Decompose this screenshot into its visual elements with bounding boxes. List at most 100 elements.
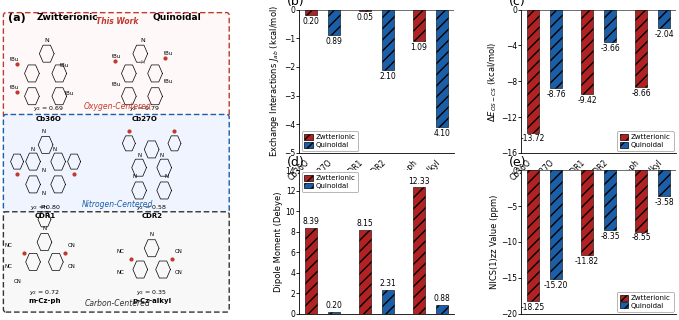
Text: $y_2$ = 0.69: $y_2$ = 0.69 bbox=[33, 104, 65, 113]
FancyBboxPatch shape bbox=[3, 115, 230, 213]
Text: 8.15: 8.15 bbox=[356, 220, 373, 228]
Text: N: N bbox=[132, 174, 136, 179]
Text: NC: NC bbox=[116, 249, 124, 254]
Text: Zwitterionic: Zwitterionic bbox=[37, 12, 98, 22]
Text: CN: CN bbox=[175, 249, 183, 254]
Bar bbox=[305, 10, 317, 15]
Bar bbox=[527, 170, 539, 301]
Text: N: N bbox=[41, 191, 45, 196]
Text: tBu: tBu bbox=[112, 82, 121, 87]
Text: 0.20: 0.20 bbox=[325, 301, 342, 310]
Text: N: N bbox=[53, 147, 57, 152]
Text: N: N bbox=[41, 168, 45, 173]
Text: CN: CN bbox=[67, 264, 75, 269]
Text: NC: NC bbox=[5, 243, 12, 248]
Bar bbox=[436, 305, 448, 314]
Legend: Zwtterionic, Quinoidal: Zwtterionic, Quinoidal bbox=[617, 292, 674, 311]
Text: N: N bbox=[137, 153, 141, 158]
Text: -3.58: -3.58 bbox=[655, 197, 674, 207]
Text: tBu: tBu bbox=[112, 54, 121, 59]
Bar bbox=[436, 10, 448, 127]
FancyBboxPatch shape bbox=[3, 212, 230, 312]
Text: $y_2$ = 0.79: $y_2$ = 0.79 bbox=[129, 104, 160, 113]
Text: 0.89: 0.89 bbox=[325, 37, 342, 46]
Bar bbox=[658, 10, 670, 28]
Text: -18.25: -18.25 bbox=[521, 303, 545, 312]
Legend: Zwtterionic, Quinoidal: Zwtterionic, Quinoidal bbox=[301, 172, 358, 192]
FancyBboxPatch shape bbox=[3, 12, 230, 117]
Text: tBu: tBu bbox=[164, 51, 173, 56]
Text: tBu: tBu bbox=[10, 84, 20, 90]
Text: (e): (e) bbox=[509, 156, 527, 169]
Bar bbox=[658, 170, 670, 196]
Text: Cb36O: Cb36O bbox=[36, 116, 62, 122]
Text: -11.82: -11.82 bbox=[575, 257, 599, 266]
Text: -2.04: -2.04 bbox=[655, 30, 674, 39]
Bar bbox=[327, 10, 340, 35]
Text: Cb27O: Cb27O bbox=[132, 116, 158, 122]
Bar bbox=[305, 228, 317, 314]
Text: Nitrogen-Centered: Nitrogen-Centered bbox=[81, 200, 153, 209]
Y-axis label: Dipole Moment (Debye): Dipole Moment (Debye) bbox=[274, 192, 283, 292]
Text: 8.39: 8.39 bbox=[302, 217, 319, 226]
Text: -8.35: -8.35 bbox=[600, 232, 620, 241]
Text: 0.88: 0.88 bbox=[434, 294, 450, 303]
Bar bbox=[550, 10, 562, 88]
Bar bbox=[382, 10, 394, 70]
Text: $y_2$ = 0.35: $y_2$ = 0.35 bbox=[136, 288, 167, 297]
Text: $y_2$ = 0.72: $y_2$ = 0.72 bbox=[29, 288, 60, 297]
Text: tBu: tBu bbox=[65, 91, 74, 96]
Text: (a): (a) bbox=[8, 12, 26, 23]
Y-axis label: NICS(1)zz Value (ppm): NICS(1)zz Value (ppm) bbox=[490, 195, 498, 289]
Bar bbox=[359, 10, 371, 11]
Text: N: N bbox=[149, 232, 153, 237]
Y-axis label: Exchange Interactions $J_{ab}$ (kcal/mol): Exchange Interactions $J_{ab}$ (kcal/mol… bbox=[268, 5, 281, 157]
Text: -9.42: -9.42 bbox=[577, 96, 597, 105]
Text: (c): (c) bbox=[509, 0, 526, 8]
Text: -13.72: -13.72 bbox=[521, 134, 545, 143]
Text: CN: CN bbox=[67, 243, 75, 248]
Text: Quinoidal: Quinoidal bbox=[152, 12, 201, 22]
Text: tBu: tBu bbox=[164, 78, 173, 84]
Legend: Zwtterionic, Quinoidal: Zwtterionic, Quinoidal bbox=[617, 132, 674, 151]
Text: M: M bbox=[141, 60, 145, 65]
Text: Carbon-Centered: Carbon-Centered bbox=[85, 299, 150, 308]
Bar bbox=[527, 10, 539, 132]
Text: 4.10: 4.10 bbox=[434, 129, 450, 138]
Text: -3.66: -3.66 bbox=[600, 44, 620, 53]
Text: Ph: Ph bbox=[41, 205, 48, 210]
Text: N: N bbox=[160, 153, 164, 158]
Bar bbox=[413, 10, 425, 41]
Text: N: N bbox=[164, 174, 168, 179]
Text: tBu: tBu bbox=[10, 57, 20, 62]
Bar bbox=[382, 290, 394, 314]
Bar bbox=[635, 10, 647, 87]
Text: -8.55: -8.55 bbox=[631, 233, 651, 242]
Text: p-Cz-alkyl: p-Cz-alkyl bbox=[132, 298, 171, 304]
Text: -8.66: -8.66 bbox=[631, 89, 651, 98]
Y-axis label: $\Delta E_{OS-CS}$ (kcal/mol): $\Delta E_{OS-CS}$ (kcal/mol) bbox=[486, 41, 498, 122]
Text: CDR1: CDR1 bbox=[35, 213, 56, 219]
Text: Oxygen-Centered: Oxygen-Centered bbox=[84, 102, 151, 111]
Bar bbox=[604, 10, 617, 43]
Bar bbox=[413, 187, 425, 314]
Bar bbox=[550, 170, 562, 279]
Text: 2.10: 2.10 bbox=[380, 72, 397, 81]
Text: 0.05: 0.05 bbox=[356, 13, 373, 22]
Text: $y_2$ = 0.58: $y_2$ = 0.58 bbox=[136, 203, 168, 212]
Text: CDR2: CDR2 bbox=[141, 213, 162, 219]
Text: $y_2$ = 0.80: $y_2$ = 0.80 bbox=[30, 203, 61, 212]
Text: m-Cz-ph: m-Cz-ph bbox=[29, 298, 60, 304]
Text: 2.31: 2.31 bbox=[380, 279, 397, 288]
Text: N: N bbox=[41, 129, 45, 134]
Text: CN: CN bbox=[14, 279, 22, 284]
Bar bbox=[327, 312, 340, 314]
Text: N: N bbox=[44, 37, 49, 43]
Text: NC: NC bbox=[5, 264, 12, 269]
Text: NC: NC bbox=[116, 270, 124, 275]
Text: tBu: tBu bbox=[60, 63, 70, 68]
Text: 0.20: 0.20 bbox=[302, 17, 319, 26]
Text: CN: CN bbox=[175, 270, 183, 275]
Text: (b): (b) bbox=[287, 0, 305, 8]
Text: -8.76: -8.76 bbox=[546, 90, 566, 99]
